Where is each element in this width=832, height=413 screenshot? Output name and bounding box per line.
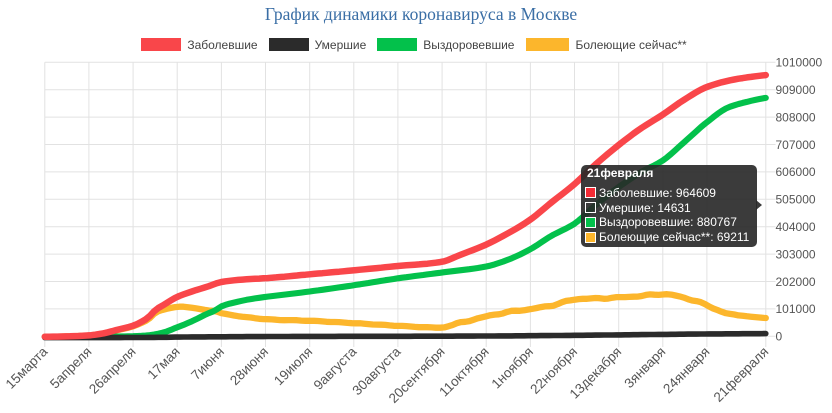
svg-text:303000: 303000 (776, 247, 816, 261)
svg-text:7июня: 7июня (188, 344, 227, 383)
svg-text:0: 0 (776, 330, 783, 344)
svg-text:26апреля: 26апреля (86, 344, 139, 397)
svg-text:17мая: 17мая (145, 344, 183, 382)
svg-text:707000: 707000 (776, 138, 816, 152)
svg-text:19июля: 19июля (271, 344, 315, 388)
svg-text:101000: 101000 (776, 302, 816, 316)
svg-text:808000: 808000 (776, 110, 816, 124)
svg-text:24января: 24января (660, 344, 712, 396)
svg-text:404000: 404000 (776, 220, 816, 234)
svg-text:21февраля: 21февраля (711, 344, 772, 405)
svg-text:15марта: 15марта (3, 344, 51, 392)
svg-text:606000: 606000 (776, 165, 816, 179)
svg-text:909000: 909000 (776, 83, 816, 97)
svg-text:1010000: 1010000 (776, 56, 823, 70)
svg-text:505000: 505000 (776, 193, 816, 207)
svg-text:202000: 202000 (776, 275, 816, 289)
svg-text:28июня: 28июня (227, 344, 271, 388)
